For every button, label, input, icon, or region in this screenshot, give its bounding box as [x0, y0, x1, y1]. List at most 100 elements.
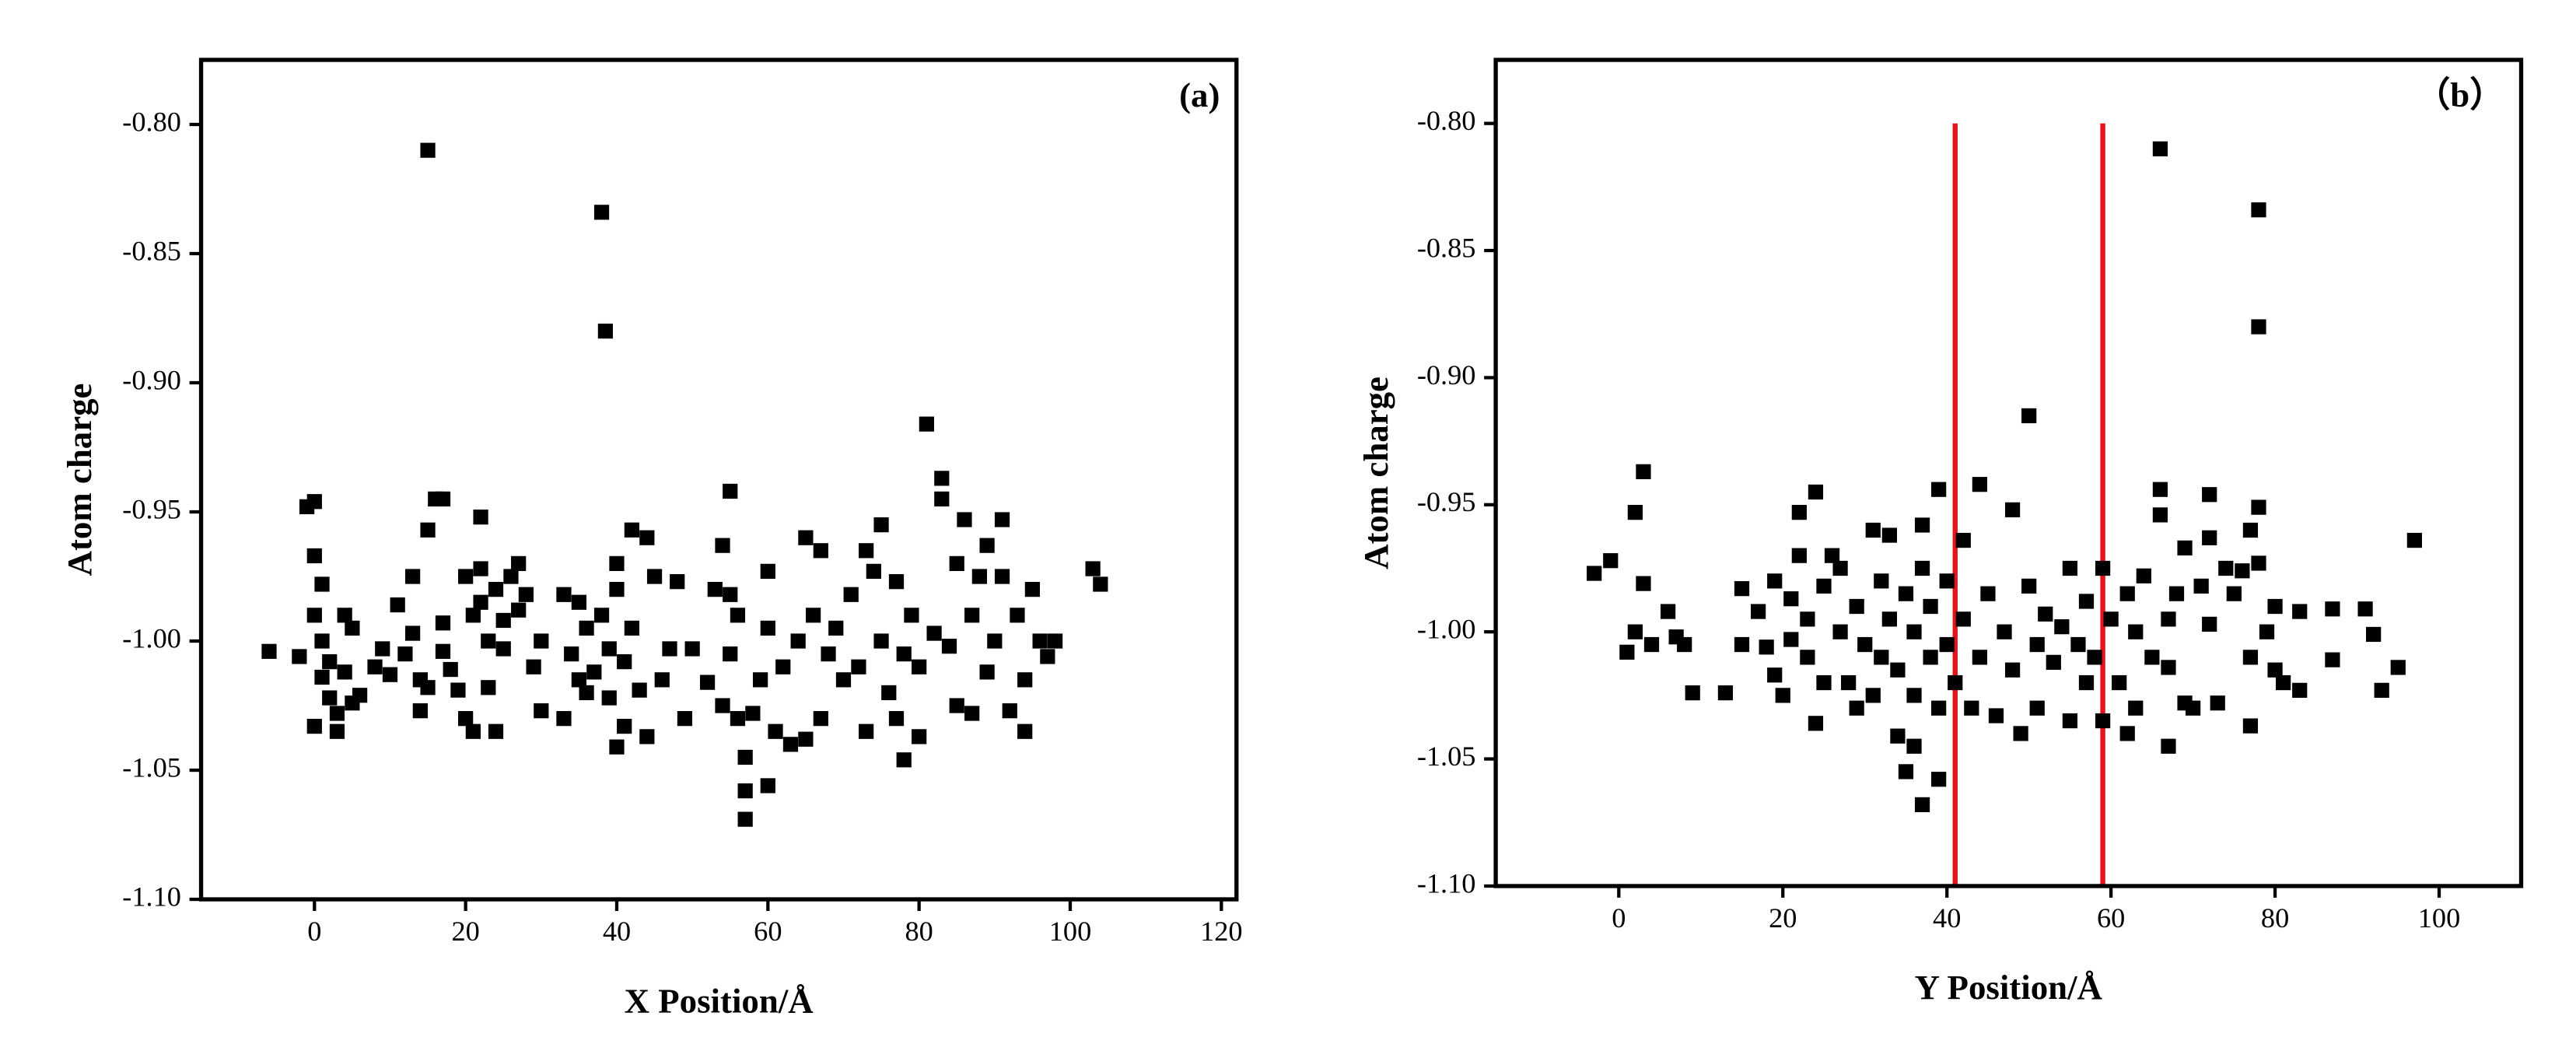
point: [1767, 667, 1783, 683]
point: [782, 737, 799, 752]
point: [964, 706, 980, 721]
point: [345, 620, 360, 636]
point: [597, 323, 614, 339]
point: [873, 517, 889, 533]
point: [843, 587, 859, 602]
point: [261, 643, 277, 659]
point: [2152, 141, 2168, 156]
point: [957, 512, 972, 527]
point: [760, 563, 775, 579]
point: [2062, 560, 2078, 576]
point: [1906, 624, 1922, 639]
point: [752, 672, 768, 688]
point: [912, 659, 927, 674]
point: [2062, 713, 2078, 729]
point: [579, 620, 594, 636]
point: [821, 646, 836, 662]
point: [994, 569, 1010, 584]
point: [624, 620, 640, 636]
point: [2251, 555, 2266, 571]
point: [2112, 674, 2127, 691]
point: [420, 680, 436, 695]
point: [314, 669, 330, 685]
x-tick-label: 80: [2261, 902, 2289, 934]
point: [896, 646, 912, 662]
point: [1636, 576, 1651, 591]
point: [593, 608, 610, 623]
point: [2021, 578, 2037, 594]
point: [2152, 507, 2168, 523]
point: [1808, 716, 1824, 731]
point: [609, 582, 625, 597]
point: [737, 783, 753, 799]
point: [534, 703, 549, 719]
point: [2087, 650, 2102, 665]
plot-frame: [198, 58, 1239, 902]
point: [1972, 650, 1987, 665]
point: [1717, 685, 1734, 701]
point: [1759, 639, 1774, 655]
point: [2242, 522, 2259, 538]
point: [1783, 591, 1799, 607]
point: [1948, 674, 1963, 691]
point: [435, 615, 451, 631]
y-tick-label: -0.80: [1417, 105, 1476, 136]
y-tick-label: -1.10: [1417, 867, 1476, 899]
point: [2325, 652, 2340, 667]
point: [503, 569, 519, 584]
point: [435, 491, 451, 507]
point: [646, 569, 663, 584]
point: [730, 711, 746, 727]
point: [1964, 700, 1979, 716]
point: [390, 597, 405, 613]
point: [367, 659, 383, 674]
point: [723, 646, 738, 662]
point: [1865, 522, 1881, 538]
point: [987, 633, 1003, 649]
point: [1767, 573, 1783, 589]
point: [1093, 576, 1108, 592]
point: [1734, 581, 1750, 597]
point: [1775, 688, 1790, 703]
y-tick-label: -1.05: [1417, 741, 1476, 772]
point: [768, 723, 783, 739]
point: [2078, 594, 2095, 609]
point: [737, 749, 753, 765]
point: [2095, 560, 2111, 576]
point: [1906, 738, 1922, 754]
point: [617, 653, 632, 670]
point: [798, 530, 814, 545]
point: [450, 682, 466, 698]
point: [707, 582, 723, 597]
point: [2325, 601, 2340, 617]
point: [2168, 586, 2185, 601]
point: [1939, 636, 1955, 653]
point: [806, 608, 821, 623]
point: [723, 587, 738, 602]
point: [1040, 649, 1055, 664]
point: [2185, 700, 2201, 716]
point: [617, 718, 632, 734]
point: [2202, 616, 2217, 632]
point: [888, 574, 905, 590]
point: [745, 706, 761, 721]
point: [866, 563, 881, 579]
point: [632, 682, 647, 698]
point: [586, 664, 602, 680]
point: [329, 706, 345, 721]
point: [2119, 586, 2135, 601]
point: [624, 522, 640, 538]
point: [2128, 700, 2144, 716]
point: [495, 612, 511, 629]
point: [601, 641, 617, 657]
point: [2267, 662, 2283, 678]
point: [1734, 636, 1750, 653]
point: [859, 543, 874, 559]
point: [2292, 682, 2308, 698]
y-tick-label: -0.90: [122, 364, 181, 395]
point: [2038, 606, 2053, 622]
point: [2292, 604, 2308, 619]
point: [994, 512, 1010, 527]
point: [1923, 598, 1938, 615]
point: [888, 711, 905, 727]
